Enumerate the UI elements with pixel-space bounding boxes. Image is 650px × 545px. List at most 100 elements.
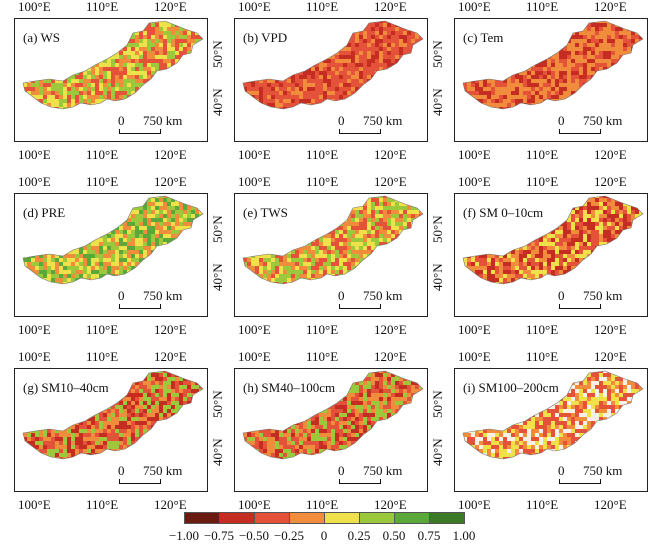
legend-color-box [324,512,360,524]
latitude-label: 50°N [430,390,445,418]
region-map [462,20,644,110]
legend-color-box [184,512,220,524]
panel-title: (f) SM 0–10cm [463,205,544,220]
longitude-label: 110°E [86,147,119,162]
longitude-label: 100°E [238,497,271,512]
longitude-label: 110°E [526,174,559,189]
latitude-label: 40°N [430,263,445,291]
legend-color-box [394,512,430,524]
legend-color-box [429,512,465,524]
latitude-label: 40°N [430,438,445,466]
legend-tick-label: −1.00 [168,528,200,543]
longitude-label: 120°E [374,174,407,189]
legend-tick-label: −0.25 [273,528,305,543]
longitude-label: 120°E [594,322,627,337]
longitude-label: 110°E [526,0,559,14]
map-frame: (h) SM40–100cm 0 750 km [234,368,428,492]
map-frame: (d) PRE 0 750 km [14,193,208,317]
longitude-label: 100°E [18,349,51,364]
longitude-label: 100°E [18,174,51,189]
longitude-label: 100°E [458,174,491,189]
scale-zero-label: 0 [118,288,125,303]
map-frame: (e) TWS 0 750 km [234,193,428,317]
scale-zero-label: 0 [558,113,565,128]
scale-bar-line [119,479,161,484]
longitude-label: 110°E [526,147,559,162]
scale-bar: 0 750 km [543,113,633,135]
map-panel: 100°E 110°E 120°E (g) SM10–40cm 0 750 km 40°N 5… [14,350,228,524]
latitude-label: 50°N [210,390,225,418]
longitude-label: 100°E [18,147,51,162]
map-frame: (b) VPD 0 750 km [234,18,428,142]
longitude-label: 110°E [306,174,339,189]
map-panel: 100°E 110°E 120°E (a) WS 0 750 km 40°N 50°N 100°… [14,0,228,174]
longitude-label: 120°E [374,0,407,14]
longitude-label: 120°E [154,349,187,364]
scale-length-label: 750 km [363,463,403,478]
region-map [242,195,424,285]
longitude-label: 110°E [526,349,559,364]
scale-zero-label: 0 [118,463,125,478]
panel-title: (i) SM100–200cm [463,380,559,395]
longitude-label: 100°E [238,174,271,189]
region-outline [462,20,644,110]
map-frame: (f) SM 0–10cm 0 750 km [454,193,648,317]
latitude-label: 40°N [210,438,225,466]
scale-bar-line [339,129,381,134]
region-outline [242,195,424,285]
scale-zero-label: 0 [338,113,345,128]
scale-zero-label: 0 [118,113,125,128]
region-outline [242,370,424,460]
region-map [462,370,644,460]
longitude-label: 120°E [374,322,407,337]
scale-bar: 0 750 km [323,288,413,310]
panel-title: (e) TWS [243,205,288,220]
legend-tick-label: 0 [320,528,328,543]
longitude-label: 120°E [374,349,407,364]
scale-bar: 0 750 km [103,463,193,485]
legend-color-box [359,512,395,524]
longitude-label: 120°E [154,322,187,337]
scale-zero-label: 0 [558,288,565,303]
latitude-label: 50°N [210,40,225,68]
scale-length-label: 750 km [363,288,403,303]
longitude-label: 100°E [238,349,271,364]
scale-bar-line [119,304,161,309]
panel-title: (c) Tem [463,30,504,45]
latitude-label: 50°N [210,215,225,243]
map-panel: 100°E 110°E 120°E (d) PRE 0 750 km 40°N 50°N 100… [14,175,228,349]
longitude-label: 120°E [374,497,407,512]
longitude-label: 100°E [458,349,491,364]
longitude-label: 100°E [458,147,491,162]
region-map [22,20,204,110]
color-legend [184,512,465,524]
longitude-label: 100°E [238,0,271,14]
region-outline [462,370,644,460]
panel-title: (a) WS [23,30,60,45]
scale-bar-line [119,129,161,134]
scale-zero-label: 0 [338,288,345,303]
scale-length-label: 750 km [583,113,623,128]
scale-bar: 0 750 km [103,288,193,310]
scale-length-label: 750 km [143,288,183,303]
scale-zero-label: 0 [558,463,565,478]
region-map [242,20,424,110]
longitude-label: 110°E [306,497,339,512]
region-outline [22,370,204,460]
latitude-label: 40°N [210,88,225,116]
longitude-label: 100°E [18,322,51,337]
scale-bar-line [559,129,601,134]
longitude-label: 110°E [86,174,119,189]
map-frame: (g) SM10–40cm 0 750 km [14,368,208,492]
longitude-label: 100°E [458,497,491,512]
longitude-label: 110°E [86,497,119,512]
longitude-label: 110°E [306,349,339,364]
longitude-label: 100°E [238,147,271,162]
map-panel: 100°E 110°E 120°E (b) VPD 0 750 km 40°N 50°N 100… [234,0,448,174]
region-outline [462,195,644,285]
longitude-label: 110°E [306,147,339,162]
longitude-label: 100°E [18,497,51,512]
